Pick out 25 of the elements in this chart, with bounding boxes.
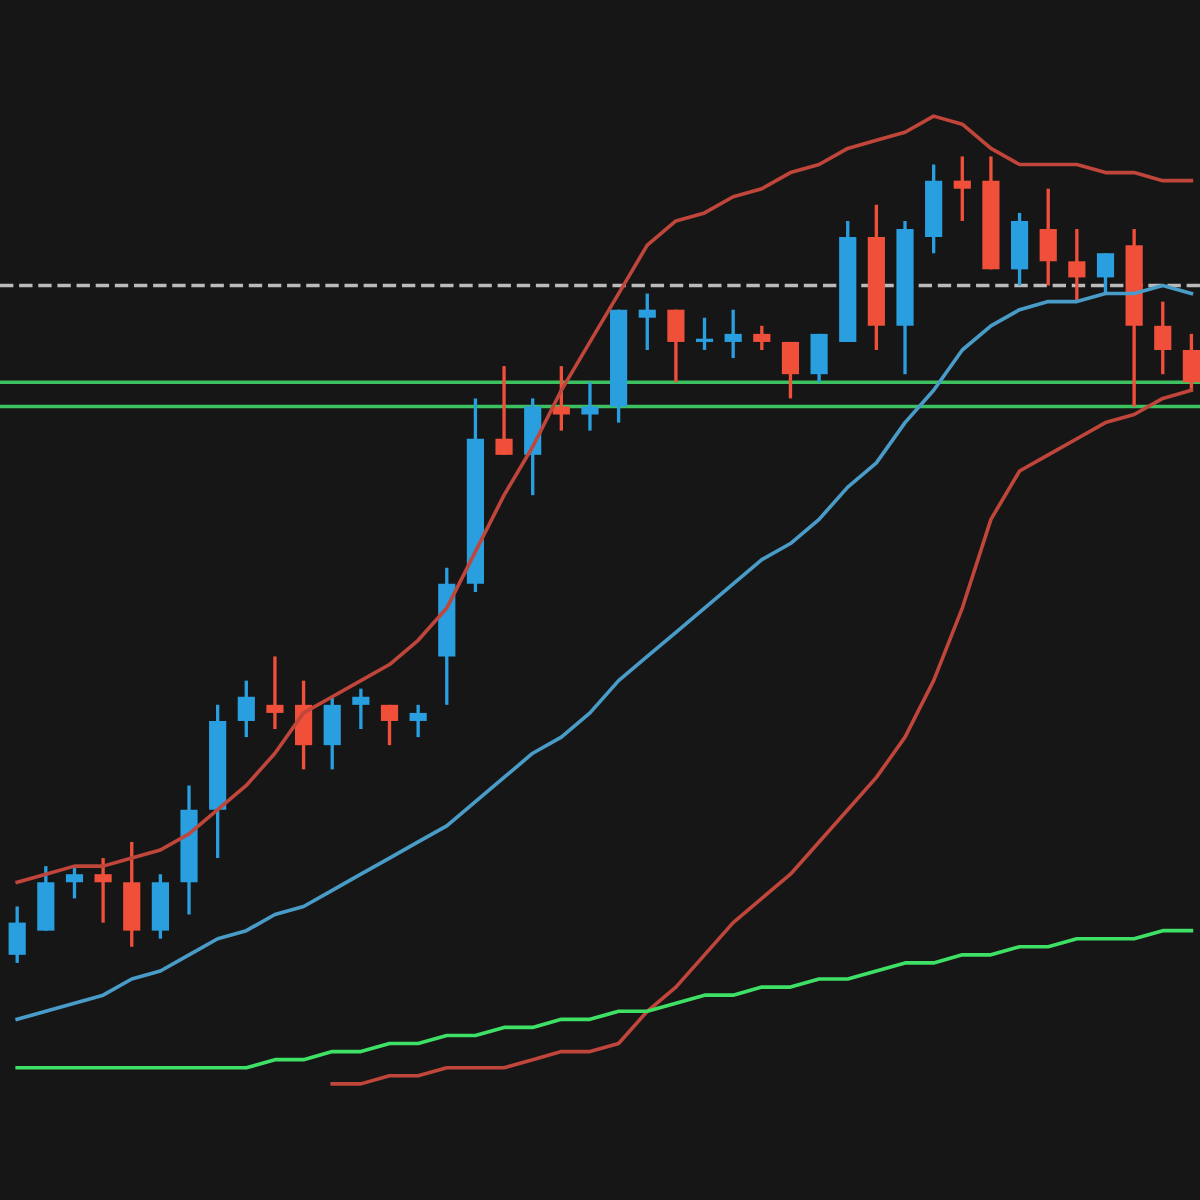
candlestick <box>1039 187 1057 288</box>
candlestick <box>667 308 685 384</box>
candlestick <box>409 703 427 739</box>
candlestick <box>237 678 255 739</box>
candlestick <box>65 864 84 901</box>
candlestick <box>1096 251 1115 296</box>
candlestick <box>638 291 656 352</box>
candlestick <box>94 856 112 925</box>
candlestick <box>724 308 742 360</box>
candlestick <box>1154 299 1172 376</box>
candlestick <box>380 703 399 747</box>
candlestick <box>495 364 513 457</box>
candlestick <box>810 332 828 384</box>
candlestick <box>266 654 284 731</box>
candlestick <box>1068 227 1086 304</box>
candlestick <box>352 687 370 731</box>
candlestick <box>581 380 599 433</box>
candlestick <box>753 324 771 352</box>
candlestick <box>323 695 341 772</box>
candlestick <box>1182 332 1200 392</box>
candlestick <box>8 904 26 965</box>
candlestick <box>695 316 714 352</box>
candlestick <box>781 340 800 401</box>
candlestick <box>953 154 971 223</box>
candlestick <box>552 364 570 433</box>
